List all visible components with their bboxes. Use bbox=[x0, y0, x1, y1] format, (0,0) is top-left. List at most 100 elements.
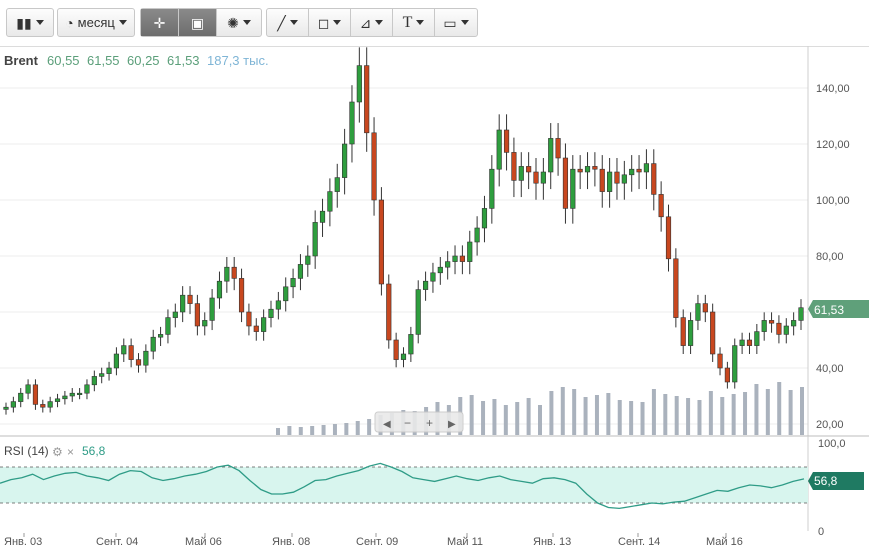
chevron-down-icon bbox=[416, 20, 425, 25]
volume-bar bbox=[617, 400, 622, 435]
volume-bar bbox=[583, 397, 588, 435]
candle-body bbox=[526, 166, 532, 173]
candle-body bbox=[246, 311, 252, 327]
time-tick-label: Сент. 14 bbox=[618, 536, 660, 548]
text-tool-icon: T bbox=[402, 13, 413, 31]
rsi-axis-bottom: 0 bbox=[818, 526, 824, 538]
candle-body bbox=[290, 278, 296, 288]
candle-body bbox=[253, 325, 259, 332]
line-tool-button[interactable]: ╱ bbox=[267, 9, 309, 36]
candle-body bbox=[62, 395, 68, 400]
candle-body bbox=[135, 359, 142, 366]
volume-bar bbox=[481, 401, 486, 435]
volume-bar bbox=[276, 428, 280, 435]
rsi-line bbox=[0, 462, 805, 510]
candle-body bbox=[393, 339, 399, 360]
volume-bar bbox=[788, 390, 793, 435]
text-tool-button[interactable]: T bbox=[393, 9, 435, 36]
close-icon[interactable]: × bbox=[67, 445, 74, 459]
period-group: ◔ месяц bbox=[57, 8, 135, 37]
candle-body bbox=[143, 350, 149, 366]
candle-body bbox=[180, 294, 186, 313]
zoom-out-icon[interactable]: − bbox=[404, 416, 411, 430]
crosshair-button[interactable]: ✛ bbox=[141, 9, 179, 36]
candle-body bbox=[261, 317, 267, 332]
candle-body bbox=[783, 325, 789, 335]
volume-bar bbox=[800, 387, 804, 435]
candle-body bbox=[746, 339, 753, 346]
indicators-icon: ✺ bbox=[227, 14, 239, 31]
candle-body bbox=[371, 132, 377, 201]
settings-icon[interactable]: ⚙ bbox=[52, 445, 63, 459]
candle-body bbox=[621, 174, 627, 184]
zoom-button[interactable]: ▣ bbox=[179, 9, 217, 36]
volume-bar bbox=[777, 382, 782, 435]
volume-bar bbox=[731, 394, 736, 435]
chart-type-button[interactable]: ▮▮ bbox=[7, 9, 53, 36]
candle-body bbox=[77, 392, 83, 396]
image-tool-icon: ▭ bbox=[443, 14, 457, 31]
fib-tool-button[interactable]: ⊿ bbox=[351, 9, 393, 36]
time-tick-label: Сент. 04 bbox=[96, 536, 138, 548]
volume-bar bbox=[549, 391, 554, 435]
volume-bar bbox=[298, 427, 303, 435]
indicators-button[interactable]: ✺ bbox=[217, 9, 261, 36]
chevron-down-icon bbox=[289, 20, 298, 25]
volume-bar bbox=[355, 421, 360, 435]
zoom-in-icon[interactable]: + bbox=[426, 416, 433, 430]
candle-body bbox=[599, 168, 605, 192]
scroll-left-icon[interactable]: ◀ bbox=[383, 419, 391, 430]
cursor-group: ✛ ▣ ✺ bbox=[140, 8, 262, 37]
last-price-label: 61,53 bbox=[814, 303, 844, 317]
candle-body bbox=[312, 222, 318, 257]
symbol-label: Brent bbox=[4, 53, 39, 68]
low-value: 60,25 bbox=[127, 53, 160, 68]
candle-body bbox=[415, 289, 421, 335]
candle-body bbox=[481, 208, 488, 229]
candle-body bbox=[40, 404, 46, 408]
drawing-tools-group: ╱ ◻ ⊿ T ▭ bbox=[266, 8, 478, 37]
scroll-right-icon[interactable]: ▶ bbox=[448, 419, 456, 430]
candle-body bbox=[342, 143, 348, 178]
period-button[interactable]: ◔ месяц bbox=[58, 9, 134, 36]
candle-body bbox=[297, 264, 304, 279]
candle-body bbox=[658, 194, 664, 218]
scroll-control[interactable]: ◀ − + ▶ bbox=[374, 411, 464, 433]
candle-body bbox=[636, 168, 642, 173]
price-tick-label: 80,00 bbox=[816, 251, 844, 263]
candle-body bbox=[739, 339, 745, 346]
candle-body bbox=[157, 334, 164, 338]
shape-tool-button[interactable]: ◻ bbox=[309, 9, 351, 36]
candle-body bbox=[187, 294, 193, 304]
candle-body bbox=[459, 255, 465, 262]
candle-body bbox=[275, 300, 281, 310]
candle-body bbox=[32, 384, 39, 405]
candle-body bbox=[629, 168, 635, 176]
volume-bar bbox=[560, 387, 565, 435]
image-tool-button[interactable]: ▭ bbox=[435, 9, 477, 36]
candle-body bbox=[209, 297, 215, 321]
volume-bar bbox=[720, 397, 725, 435]
zoom-icon: ▣ bbox=[190, 14, 205, 31]
time-tick-label: Май 11 bbox=[447, 536, 483, 548]
fib-tool-icon: ⊿ bbox=[359, 14, 372, 31]
rsi-value-badge: 56,8 bbox=[808, 472, 864, 490]
candle-body bbox=[445, 261, 451, 268]
candle-body bbox=[165, 317, 171, 335]
candle-body bbox=[356, 65, 362, 103]
volume-bar bbox=[344, 423, 349, 435]
candle-body bbox=[548, 138, 554, 173]
candle-body bbox=[474, 227, 480, 243]
candle-body bbox=[614, 171, 620, 184]
volume-bar bbox=[503, 405, 508, 435]
candle-body bbox=[216, 280, 223, 299]
candle-body bbox=[121, 345, 127, 355]
candle-body bbox=[54, 398, 61, 402]
candle-body bbox=[702, 303, 708, 313]
candle-body bbox=[768, 320, 775, 324]
volume-bar bbox=[492, 399, 497, 435]
candle-body bbox=[607, 171, 613, 192]
candle-body bbox=[452, 255, 458, 262]
